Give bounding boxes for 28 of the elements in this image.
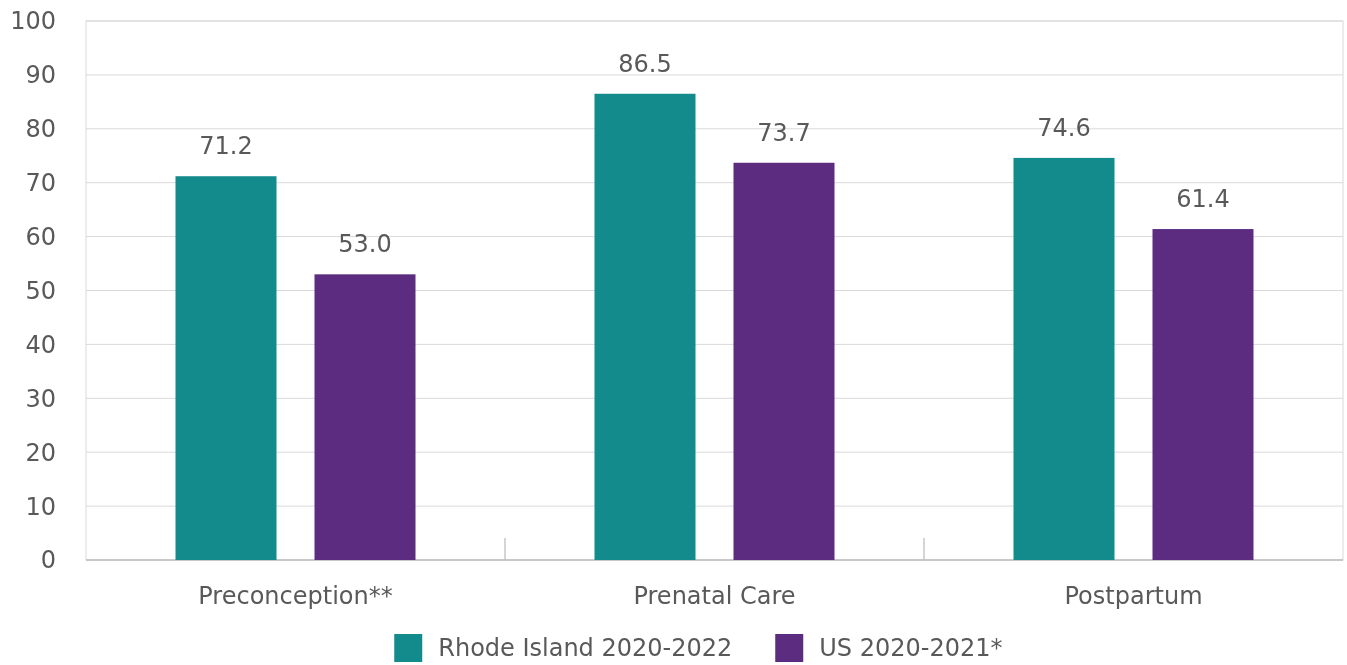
y-tick-label: 80 — [25, 115, 56, 144]
text: 71.2 — [199, 132, 253, 161]
text: 61.4 — [1176, 185, 1230, 214]
y-tick-label: 90 — [25, 61, 56, 90]
x-tick-label: Postpartum — [1064, 582, 1203, 611]
x-tick-label: Prenatal Care — [633, 582, 796, 611]
text: 86.5 — [618, 49, 672, 78]
y-tick-label: 10 — [25, 492, 56, 521]
y-tick-label: 0 — [40, 546, 56, 575]
bar — [733, 162, 835, 560]
y-tick-label: 100 — [10, 7, 56, 36]
x-tick-label: Preconception** — [198, 582, 393, 611]
text: 53.0 — [338, 230, 392, 259]
bar — [594, 93, 696, 560]
bar — [175, 176, 277, 560]
y-tick-label: 40 — [25, 330, 56, 359]
text: 74.6 — [1037, 113, 1091, 142]
bar — [314, 274, 416, 560]
y-tick-label: 70 — [25, 169, 56, 198]
legend-label: US 2020-2021* — [819, 634, 1003, 663]
y-tick-label: 30 — [25, 384, 56, 413]
legend-label: Rhode Island 2020-2022 — [438, 634, 733, 663]
text: 73.7 — [757, 118, 811, 147]
y-tick-label: 20 — [25, 438, 56, 467]
y-tick-label: 60 — [25, 223, 56, 251]
bar — [1013, 157, 1115, 560]
bar — [1152, 229, 1254, 560]
y-tick-label: 50 — [25, 276, 56, 305]
